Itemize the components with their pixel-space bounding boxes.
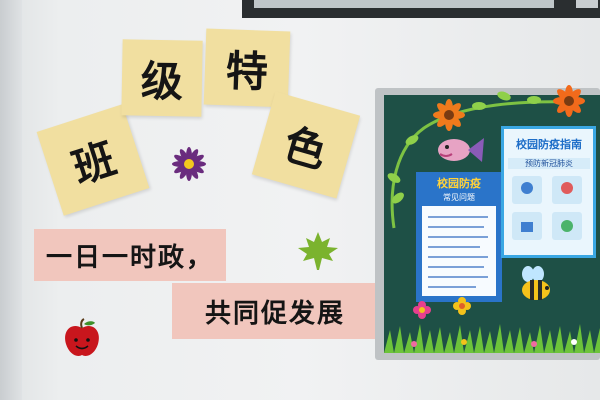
slogan-text: 共同促发展	[204, 298, 345, 329]
poster-title: 校园防疫	[437, 177, 481, 190]
window-glass	[254, 0, 554, 8]
small-flower-icon	[413, 301, 431, 319]
poster-text-line	[428, 246, 480, 248]
poster-subtitle: 预防新冠肺炎	[508, 158, 590, 169]
purple-flower-icon	[172, 147, 206, 181]
slogan-strip-1: 一日一时政，	[34, 229, 226, 281]
title-tile-ban: 班	[36, 104, 150, 216]
poster-text-line	[428, 256, 488, 258]
poster-content	[422, 206, 496, 296]
poster-title: 校园防疫指南	[516, 138, 582, 151]
slogan-strip-2: 共同促发展	[172, 283, 378, 339]
window-glass	[576, 0, 598, 8]
vine-decoration	[387, 91, 575, 229]
poster-text-line	[428, 236, 488, 238]
tile-character: 班	[66, 133, 122, 193]
title-tile-se: 色	[251, 91, 361, 199]
poster-text-line	[428, 226, 484, 228]
slogan-text: 一日一时政，	[45, 242, 214, 273]
poster-text-line	[428, 266, 484, 268]
title-tile-ji: 级	[121, 39, 203, 117]
poster-text-line	[428, 276, 488, 278]
poster-text-line	[428, 216, 488, 218]
bird-decoration-icon	[438, 138, 484, 162]
tile-character: 特	[225, 45, 269, 97]
tile-character: 级	[140, 56, 184, 106]
orange-flower-icon	[553, 85, 585, 117]
small-flower-icon	[453, 297, 471, 315]
apple-icon	[65, 318, 99, 356]
poster-subtitle: 常见问题	[443, 193, 475, 202]
poster-illustrations	[512, 176, 582, 240]
grass-decoration	[384, 324, 600, 353]
maple-leaf-icon	[298, 232, 338, 270]
bee-icon	[522, 266, 550, 300]
poster-text-line	[428, 286, 476, 288]
wall-edge	[0, 0, 22, 400]
tile-character: 色	[278, 118, 333, 178]
orange-flower-icon	[433, 99, 465, 131]
